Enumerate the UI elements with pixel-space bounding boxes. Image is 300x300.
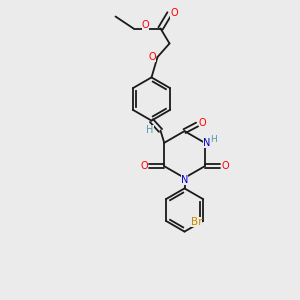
Text: O: O: [221, 161, 229, 171]
Text: H: H: [210, 135, 217, 144]
Text: Br: Br: [191, 217, 203, 227]
Text: O: O: [140, 161, 148, 171]
Text: O: O: [142, 20, 149, 30]
Text: O: O: [199, 118, 206, 128]
Text: N: N: [181, 175, 188, 185]
Text: H: H: [146, 125, 154, 135]
Text: N: N: [203, 138, 211, 148]
Text: O: O: [148, 52, 156, 62]
Text: O: O: [170, 8, 178, 19]
